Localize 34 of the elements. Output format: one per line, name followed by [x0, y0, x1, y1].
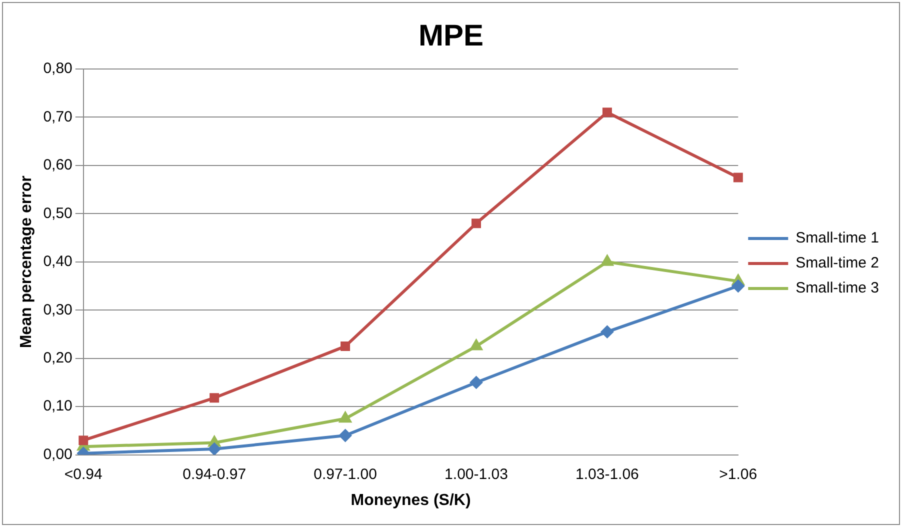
point	[338, 411, 352, 423]
y-tick-label: 0,30	[43, 301, 72, 318]
point	[340, 342, 350, 352]
point	[78, 436, 88, 446]
y-tick-label: 0,10	[43, 398, 72, 415]
x-tick-label: >1.06	[719, 466, 758, 483]
point	[208, 442, 221, 455]
point	[602, 108, 612, 118]
y-tick-label: 0,20	[43, 349, 72, 366]
y-axis-title: Mean percentage error	[18, 176, 36, 348]
x-axis-title: Moneynes (S/K)	[350, 492, 471, 509]
y-tick-label: 0,70	[43, 108, 72, 126]
point	[338, 429, 352, 442]
legend-label: Small-time 1	[796, 230, 880, 247]
point	[472, 218, 481, 228]
point	[470, 338, 483, 350]
legend-label: Small-time 3	[796, 280, 880, 297]
x-tick-label: <0.94	[64, 466, 102, 483]
y-tick-label: 0,80	[43, 60, 72, 78]
point	[210, 393, 220, 403]
x-tick-label: 1.00-1.03	[444, 466, 508, 483]
y-tick-label: 0,00	[43, 446, 72, 463]
point	[600, 325, 614, 338]
x-tick-label: 0.97-1.00	[314, 466, 377, 483]
y-tick-label: 0,50	[43, 204, 72, 222]
y-tick-label: 0,60	[43, 156, 72, 174]
y-tick-label: 0,40	[43, 253, 72, 270]
point	[470, 376, 483, 389]
point	[733, 172, 743, 182]
chart-title: MPE	[418, 19, 484, 52]
legend-label: Small-time 2	[796, 254, 880, 272]
x-tick-label: 0.94-0.97	[182, 466, 246, 483]
point	[732, 280, 745, 293]
x-tick-label: 1.03-1.06	[576, 466, 639, 483]
